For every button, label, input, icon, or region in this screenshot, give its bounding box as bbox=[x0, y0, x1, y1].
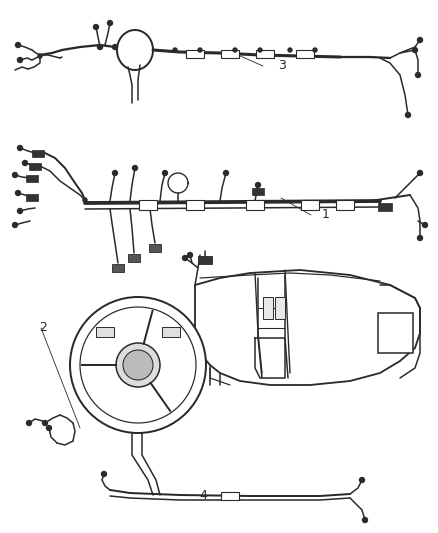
Circle shape bbox=[102, 472, 106, 477]
Circle shape bbox=[313, 48, 317, 52]
Bar bbox=[149, 244, 161, 252]
Text: 2: 2 bbox=[39, 321, 47, 334]
Bar bbox=[128, 254, 140, 262]
Bar bbox=[186, 50, 204, 58]
Circle shape bbox=[233, 48, 237, 52]
Circle shape bbox=[15, 43, 21, 47]
Circle shape bbox=[187, 253, 192, 257]
Bar bbox=[336, 200, 354, 210]
Circle shape bbox=[98, 44, 102, 50]
Circle shape bbox=[107, 20, 113, 26]
Bar bbox=[96, 327, 114, 337]
Bar bbox=[26, 193, 38, 200]
Circle shape bbox=[406, 112, 410, 117]
Circle shape bbox=[417, 236, 423, 240]
Bar bbox=[275, 297, 285, 319]
Bar bbox=[378, 203, 392, 211]
Circle shape bbox=[173, 48, 177, 52]
Circle shape bbox=[116, 343, 160, 387]
Bar bbox=[29, 163, 41, 169]
Circle shape bbox=[258, 48, 262, 52]
Bar bbox=[256, 50, 274, 58]
Circle shape bbox=[93, 25, 99, 29]
Circle shape bbox=[123, 350, 153, 380]
Bar bbox=[198, 256, 212, 264]
Circle shape bbox=[83, 198, 87, 202]
Circle shape bbox=[360, 478, 364, 482]
Bar bbox=[296, 50, 314, 58]
Circle shape bbox=[38, 54, 42, 58]
Bar bbox=[112, 264, 124, 272]
Circle shape bbox=[13, 222, 18, 228]
Circle shape bbox=[113, 44, 117, 50]
Circle shape bbox=[223, 171, 229, 175]
Circle shape bbox=[42, 421, 47, 425]
Circle shape bbox=[288, 48, 292, 52]
Circle shape bbox=[27, 421, 32, 425]
Circle shape bbox=[198, 48, 202, 52]
Circle shape bbox=[13, 173, 18, 177]
Circle shape bbox=[15, 190, 21, 196]
Circle shape bbox=[70, 297, 206, 433]
Bar bbox=[139, 200, 157, 210]
Bar bbox=[252, 188, 264, 195]
Bar bbox=[186, 200, 204, 210]
Text: 3: 3 bbox=[278, 59, 286, 72]
Circle shape bbox=[363, 518, 367, 522]
Bar bbox=[32, 149, 44, 157]
Circle shape bbox=[80, 307, 196, 423]
Circle shape bbox=[18, 146, 22, 150]
Circle shape bbox=[423, 222, 427, 228]
Bar bbox=[26, 174, 38, 182]
Bar bbox=[301, 200, 319, 210]
Text: 1: 1 bbox=[322, 208, 330, 221]
Circle shape bbox=[162, 171, 167, 175]
Circle shape bbox=[416, 72, 420, 77]
Circle shape bbox=[417, 37, 423, 43]
Bar bbox=[221, 50, 239, 58]
Bar bbox=[162, 327, 180, 337]
Text: 4: 4 bbox=[200, 489, 208, 502]
Circle shape bbox=[46, 425, 52, 431]
Circle shape bbox=[133, 166, 138, 171]
Bar bbox=[263, 297, 273, 319]
Bar bbox=[246, 200, 264, 210]
Circle shape bbox=[18, 58, 22, 62]
Circle shape bbox=[18, 208, 22, 214]
Circle shape bbox=[417, 171, 423, 175]
Bar bbox=[378, 313, 413, 353]
Circle shape bbox=[183, 255, 187, 261]
Circle shape bbox=[22, 160, 28, 166]
Circle shape bbox=[255, 182, 261, 188]
Bar bbox=[221, 492, 239, 500]
Circle shape bbox=[413, 47, 417, 52]
Circle shape bbox=[113, 171, 117, 175]
